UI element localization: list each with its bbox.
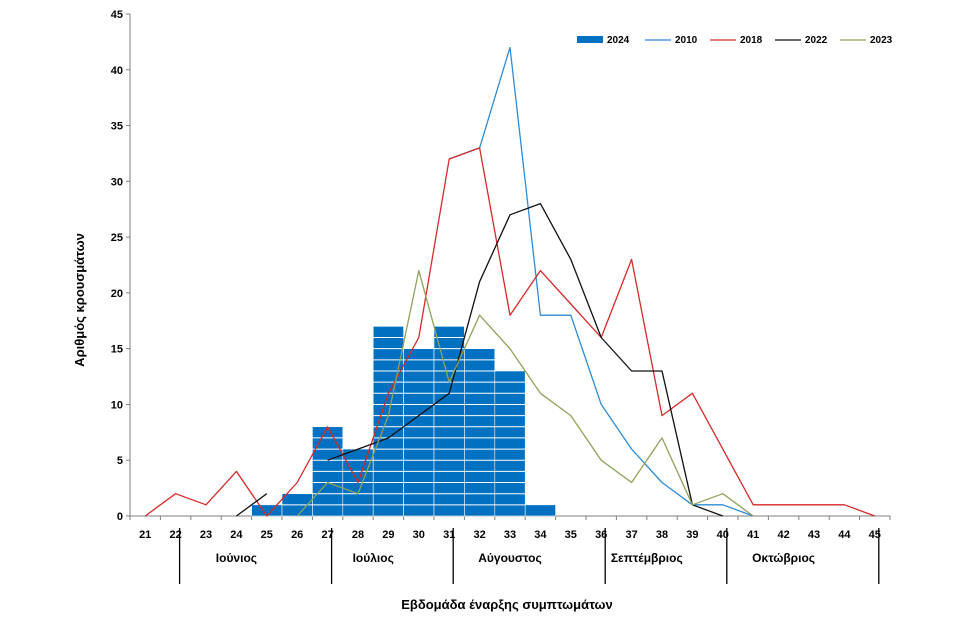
bar xyxy=(403,348,435,517)
x-tick-label: 38 xyxy=(656,529,668,541)
month-label: Σεπτέμβριος xyxy=(611,551,683,565)
month-label: Οκτώβριος xyxy=(752,551,815,565)
bar-series xyxy=(251,326,556,517)
x-tick-label: 27 xyxy=(321,529,333,541)
x-tick-label: 30 xyxy=(413,529,425,541)
y-tick-label: 10 xyxy=(111,399,123,411)
y-tick-label: 5 xyxy=(117,455,123,467)
legend: 2024 2010 2018 2022 2023 xyxy=(577,35,893,46)
month-labels: Ιούνιος Ιούλιος Αύγουστος Σεπτέμβριος Οκτώβρ… xyxy=(178,528,880,584)
bar xyxy=(524,504,556,517)
y-tick-label: 25 xyxy=(111,232,123,244)
bar xyxy=(494,370,526,517)
x-tick-label: 26 xyxy=(291,529,303,541)
x-tick-label: 21 xyxy=(139,529,151,541)
x-axis-title: Εβδομάδα έναρξης συμπτωμάτων xyxy=(401,597,612,612)
bar-body xyxy=(494,370,526,517)
x-tick-label: 28 xyxy=(352,529,364,541)
y-tick-label: 0 xyxy=(117,511,123,523)
month-label: Ιούλιος xyxy=(353,551,394,565)
y-tick-label: 20 xyxy=(111,288,123,300)
y-tick-label: 35 xyxy=(111,121,123,133)
line-series xyxy=(144,46,876,517)
x-tick-label: 39 xyxy=(686,529,698,541)
y-tick-label: 30 xyxy=(111,176,123,188)
month-label: Ιούνιος xyxy=(216,551,257,565)
series-line-2023 xyxy=(296,269,754,517)
x-tick-label: 25 xyxy=(261,529,273,541)
bar xyxy=(312,426,344,517)
x-tick-label: 34 xyxy=(534,529,547,541)
tick-labels: 0 5 10 15 20 25 30 35 40 45 21 22 23 24 25 26 27 28 29 30 31… xyxy=(111,9,881,541)
legend-item: 2022 xyxy=(775,35,828,46)
x-tick-label: 44 xyxy=(838,529,851,541)
x-tick-label: 23 xyxy=(200,529,212,541)
x-tick-label: 42 xyxy=(777,529,789,541)
x-tick-label: 43 xyxy=(808,529,820,541)
legend-item: 2023 xyxy=(840,35,893,46)
bar xyxy=(251,504,283,517)
x-tick-label: 31 xyxy=(443,529,455,541)
series-line-2022 xyxy=(327,202,724,517)
x-tick-label: 35 xyxy=(565,529,577,541)
bar-body xyxy=(464,348,496,517)
bar xyxy=(464,348,496,517)
x-tick-label: 40 xyxy=(717,529,729,541)
y-tick-label: 45 xyxy=(111,9,123,21)
y-tick-label: 40 xyxy=(111,65,123,77)
bar-body xyxy=(372,326,404,517)
x-tick-label: 22 xyxy=(169,529,181,541)
series-line-2010 xyxy=(448,46,754,517)
legend-label: 2010 xyxy=(675,35,698,46)
bar xyxy=(372,326,404,517)
y-tick-label: 15 xyxy=(111,344,123,356)
legend-label: 2024 xyxy=(607,35,630,46)
x-tick-label: 24 xyxy=(230,529,243,541)
legend-item: 2018 xyxy=(710,35,763,46)
legend-label: 2018 xyxy=(740,35,763,46)
x-tick-label: 32 xyxy=(473,529,485,541)
bar-body xyxy=(403,348,435,517)
x-tick-label: 29 xyxy=(382,529,394,541)
x-tick-label: 41 xyxy=(747,529,759,541)
legend-item: 2024 xyxy=(577,35,630,46)
x-tick-label: 37 xyxy=(625,529,637,541)
x-tick-label: 33 xyxy=(504,529,516,541)
legend-label: 2022 xyxy=(805,35,828,46)
series-line-2022 xyxy=(236,493,268,517)
legend-swatch xyxy=(577,36,603,43)
bar-body xyxy=(524,504,556,517)
y-axis-title: Αριθμός κρουσμάτων xyxy=(72,233,87,367)
month-label: Αύγουστος xyxy=(478,551,541,565)
legend-item: 2010 xyxy=(645,35,698,46)
x-tick-label: 45 xyxy=(869,529,881,541)
x-tick-label: 36 xyxy=(595,529,607,541)
series-line-2018 xyxy=(144,147,876,517)
legend-label: 2023 xyxy=(870,35,893,46)
bar-body xyxy=(251,504,283,517)
